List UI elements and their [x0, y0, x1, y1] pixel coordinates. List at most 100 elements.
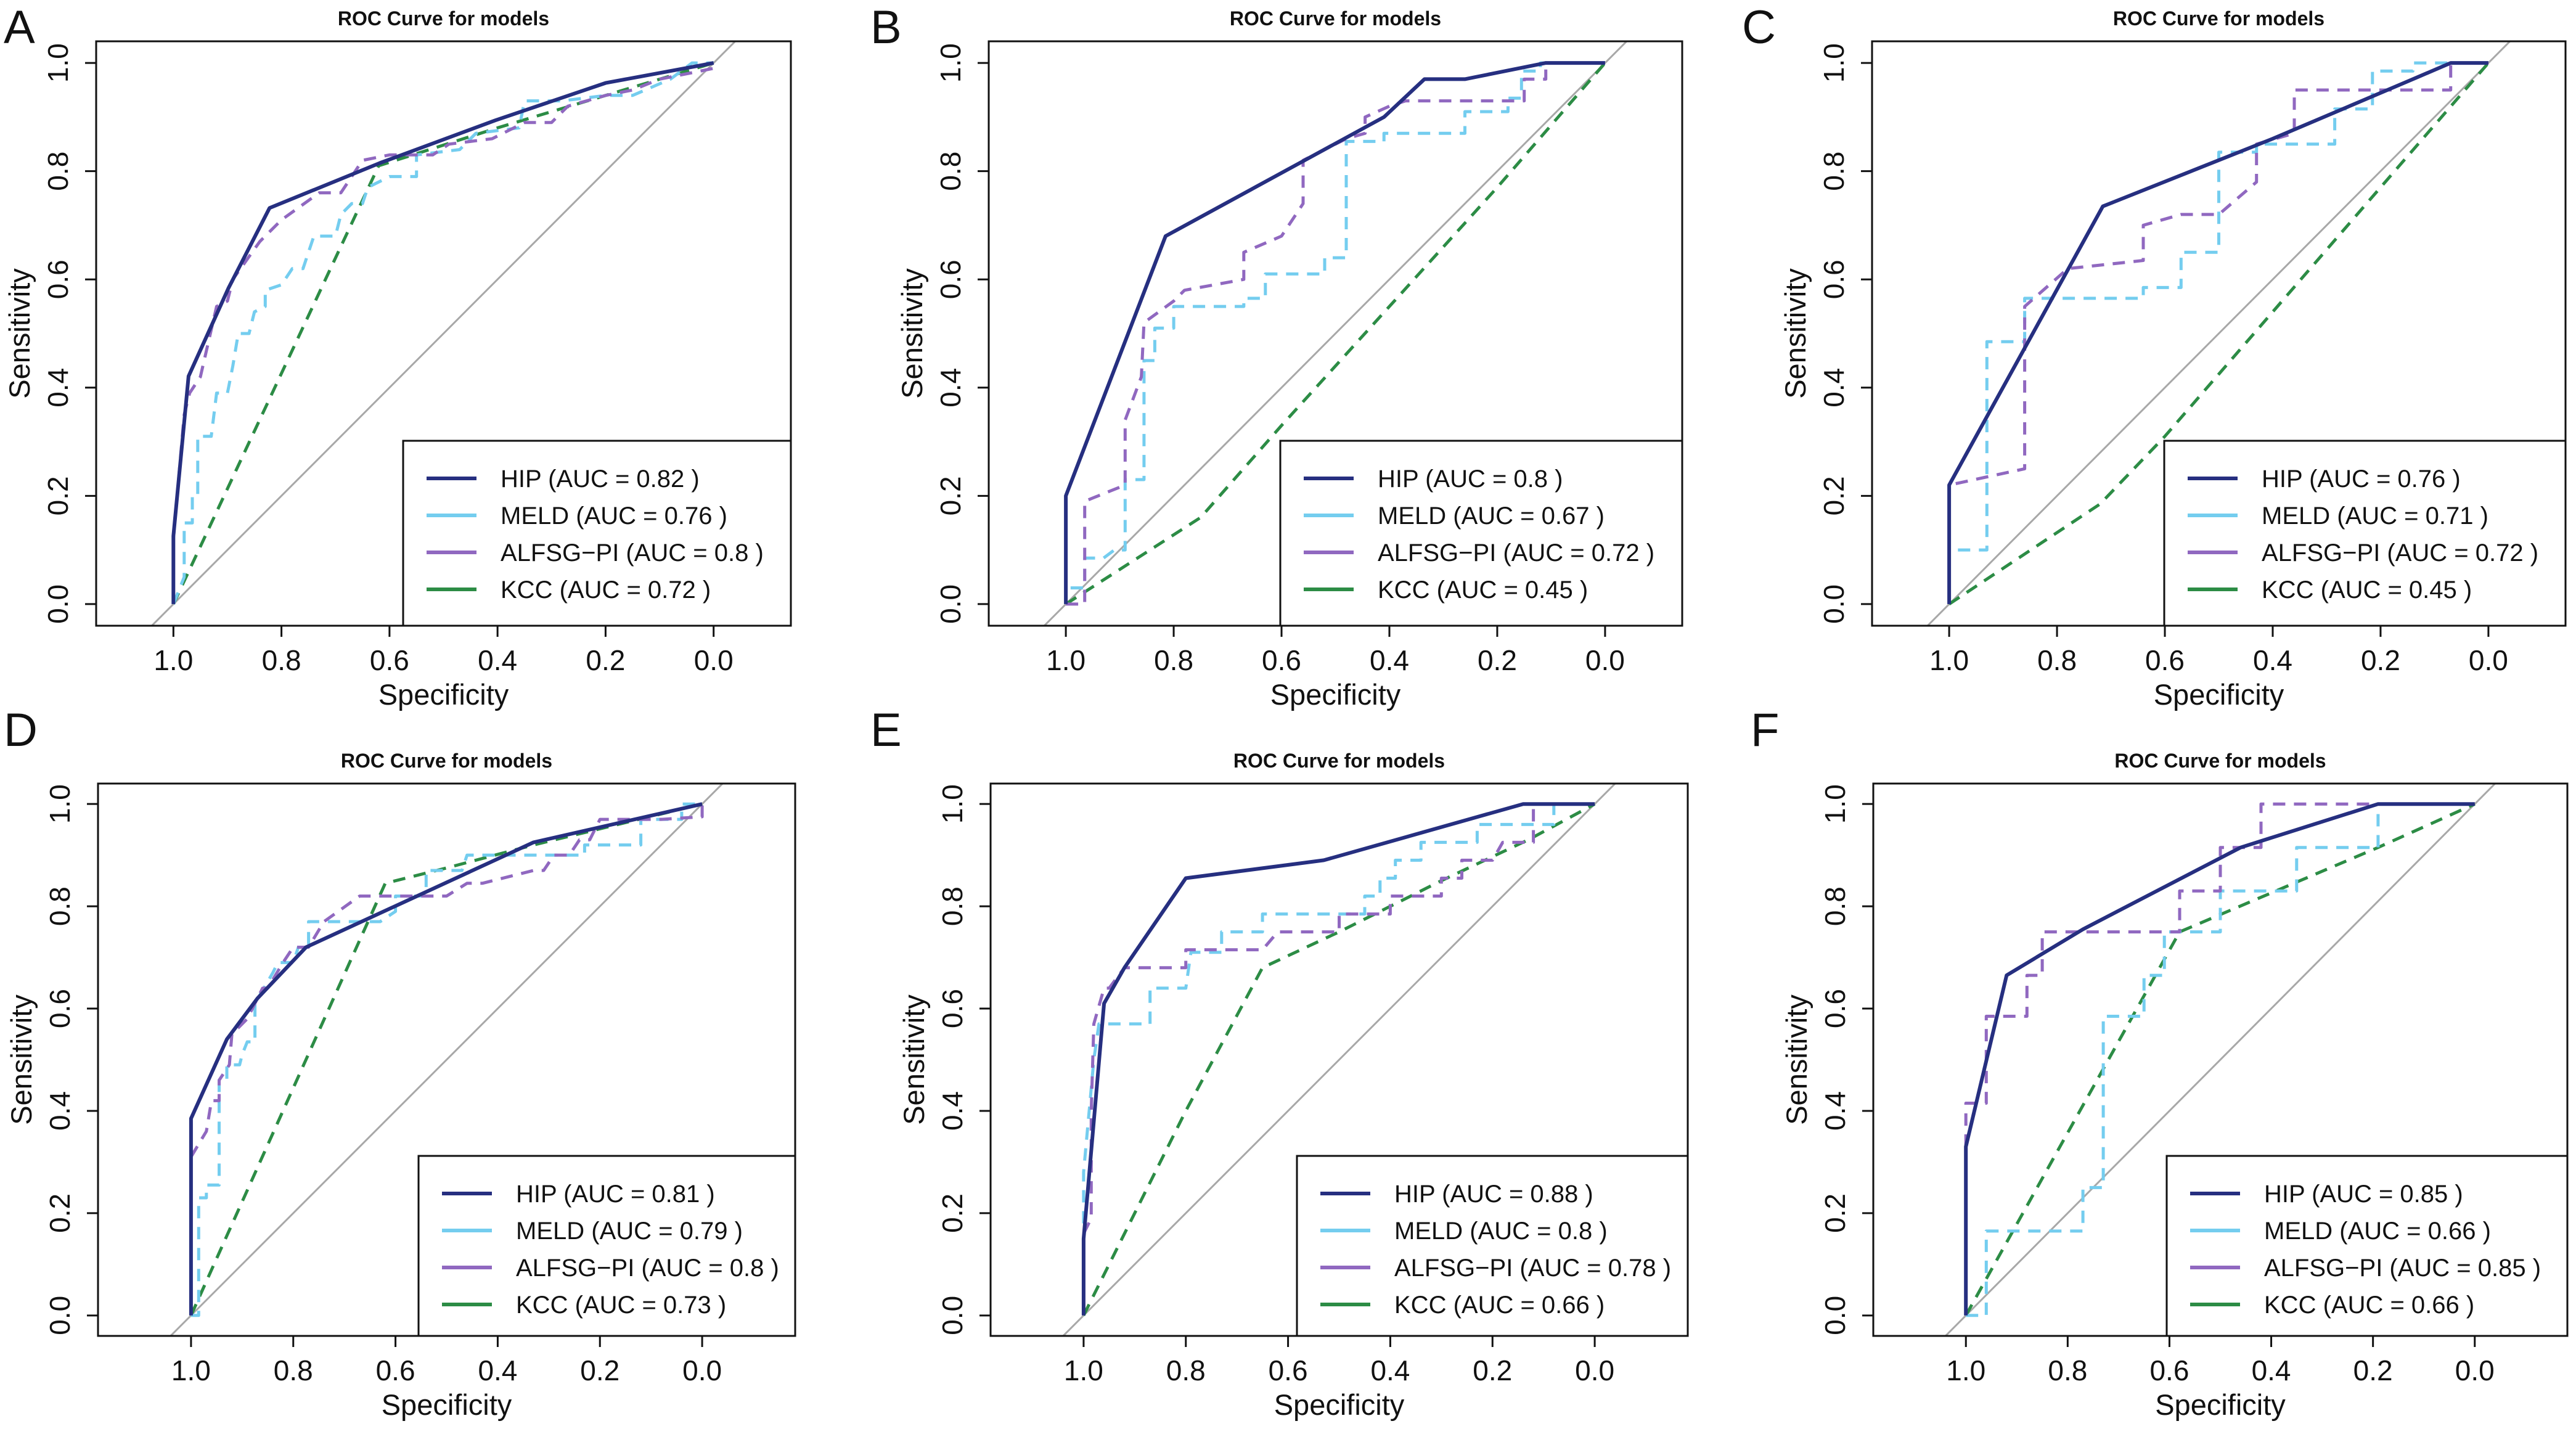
legend-box	[402, 440, 792, 627]
series-line-hip	[1081, 802, 1595, 1316]
panel-label: C	[1742, 1, 1776, 54]
y-tick-label: 0.4	[42, 368, 74, 407]
legend-entry: KCC (AUC = 0.66 )	[2264, 1292, 2474, 1319]
legend-entry: HIP (AUC = 0.8 )	[1378, 465, 1563, 493]
x-tick-label: 0.8	[1166, 1354, 1206, 1386]
y-tick-label: 0.2	[1818, 476, 1850, 515]
roc-panel-a: A ROC Curve for models 1.0 0.8 0.6 0.4 0.2 0.0 S…	[3, 1, 792, 711]
y-tick-label: 0.0	[44, 1296, 76, 1335]
y-tick-label: 0.6	[44, 989, 76, 1028]
x-tick-label: 1.0	[1946, 1354, 1985, 1386]
legend: HIP (AUC = 0.82 ) MELD (AUC = 0.76 ) ALFSG…	[402, 440, 792, 627]
x-tick-label: 0.0	[1585, 644, 1625, 676]
x-tick-label: 0.0	[2469, 644, 2508, 676]
y-axis-label: Sensitivity	[1780, 994, 1813, 1125]
reference-diagonal	[1061, 784, 1617, 1336]
y-tick-label: 0.0	[1818, 584, 1850, 624]
x-tick-label: 0.2	[1478, 644, 1517, 676]
x-tick-label: 1.0	[1046, 644, 1086, 676]
series-line-kcc	[1065, 62, 1606, 606]
y-tick-label: 0.6	[934, 260, 967, 299]
reference-diagonal	[169, 784, 724, 1336]
plot-area	[1944, 784, 2496, 1336]
y-tick-label: 0.6	[42, 260, 74, 299]
y-axis-label: Sensitivity	[896, 268, 928, 399]
legend-entry: HIP (AUC = 0.82 )	[501, 465, 700, 493]
y-tick-label: 0.8	[1818, 152, 1850, 191]
x-tick-label: 0.4	[1370, 644, 1409, 676]
x-tick-label: 0.2	[580, 1354, 619, 1386]
series-line-hip	[189, 802, 703, 1316]
legend-entry: MELD (AUC = 0.67 )	[1378, 502, 1605, 530]
roc-panel-d: D ROC Curve for models 1.0 0.8 0.6 0.4 0.2 0.0 S…	[4, 704, 796, 1421]
reference-diagonal	[1042, 41, 1629, 626]
plot-area	[1042, 41, 1629, 626]
y-tick-label: 1.0	[42, 43, 74, 83]
reference-diagonal	[1944, 784, 2496, 1336]
series-line-hip	[1064, 61, 1605, 604]
reference-diagonal	[150, 41, 737, 626]
legend-entry: ALFSG−PI (AUC = 0.72 )	[2262, 539, 2538, 567]
y-tick-label: 0.4	[936, 1091, 968, 1131]
series-line-meld	[1082, 802, 1595, 1224]
y-tick-label: 0.2	[934, 476, 967, 515]
chart-title: ROC Curve for models	[2114, 750, 2326, 772]
x-tick-label: 0.4	[1370, 1354, 1410, 1386]
legend: HIP (AUC = 0.8 ) MELD (AUC = 0.67 ) ALFSG−…	[1279, 440, 1683, 627]
reference-diagonal	[1926, 41, 2512, 626]
x-tick-label: 1.0	[1064, 1354, 1103, 1386]
x-tick-label: 0.4	[2253, 644, 2292, 676]
legend-entry: ALFSG−PI (AUC = 0.8 )	[501, 539, 764, 567]
y-tick-label: 0.4	[934, 368, 967, 407]
y-tick-label: 0.2	[936, 1194, 968, 1233]
y-tick-label: 0.4	[44, 1091, 76, 1131]
legend-entry: MELD (AUC = 0.66 )	[2264, 1218, 2491, 1245]
series-line-alfsg-pi	[189, 804, 704, 1158]
legend-entry: KCC (AUC = 0.72 )	[501, 576, 711, 604]
y-tick-label: 0.8	[44, 886, 76, 926]
y-axis-label: Sensitivity	[1779, 268, 1812, 399]
panel-label: E	[870, 704, 902, 756]
roc-panel-f: F ROC Curve for models 1.0 0.8 0.6 0.4 0.2 0.0 S…	[1751, 704, 2569, 1421]
legend-entry: MELD (AUC = 0.71 )	[2262, 502, 2488, 530]
x-axis-label: Specificity	[382, 1388, 512, 1421]
legend-box	[1279, 440, 1683, 627]
series-line-hip	[1947, 61, 2488, 604]
legend-entry: HIP (AUC = 0.88 )	[1394, 1181, 1593, 1208]
x-tick-label: 0.0	[2455, 1354, 2495, 1386]
x-tick-label: 1.0	[1929, 644, 1969, 676]
y-tick-label: 0.8	[42, 152, 74, 191]
x-axis-label: Specificity	[2155, 1388, 2286, 1421]
y-tick-label: 1.0	[936, 784, 968, 824]
legend-entry: MELD (AUC = 0.79 )	[516, 1218, 743, 1245]
series-line-alfsg-pi	[1066, 61, 1605, 606]
panel-label: A	[4, 1, 35, 54]
series-line-meld	[1947, 61, 2488, 604]
y-tick-label: 0.0	[1819, 1296, 1851, 1335]
x-tick-label: 0.4	[2252, 1354, 2291, 1386]
legend: HIP (AUC = 0.81 ) MELD (AUC = 0.79 ) ALFSG…	[417, 1155, 796, 1337]
legend-entry: ALFSG−PI (AUC = 0.78 )	[1394, 1255, 1671, 1282]
x-tick-label: 0.2	[586, 644, 625, 676]
series-line-alfsg-pi	[1082, 802, 1595, 1235]
x-tick-label: 0.4	[478, 1354, 517, 1386]
roc-panel-c: C ROC Curve for models 1.0 0.8 0.6 0.4 0.2 0.0 S…	[1742, 1, 2567, 711]
legend: HIP (AUC = 0.88 ) MELD (AUC = 0.8 ) ALFSG−…	[1296, 1155, 1689, 1337]
legend-entry: ALFSG−PI (AUC = 0.8 )	[516, 1255, 779, 1282]
series-line-alfsg-pi	[1947, 61, 2488, 604]
y-tick-label: 0.8	[934, 152, 967, 191]
legend-box	[2163, 440, 2567, 627]
x-axis-label: Specificity	[378, 678, 509, 711]
x-axis-label: Specificity	[1274, 1388, 1405, 1421]
panel-label: D	[4, 704, 38, 756]
chart-title: ROC Curve for models	[2113, 7, 2325, 30]
y-tick-label: 0.2	[1819, 1194, 1851, 1233]
y-tick-label: 0.4	[1818, 368, 1850, 407]
x-tick-label: 0.0	[1575, 1354, 1614, 1386]
y-tick-label: 0.0	[934, 584, 967, 624]
series-line-hip	[1964, 802, 2475, 1316]
x-tick-label: 0.6	[370, 644, 409, 676]
x-tick-label: 0.8	[2048, 1354, 2087, 1386]
chart-title: ROC Curve for models	[338, 7, 549, 30]
